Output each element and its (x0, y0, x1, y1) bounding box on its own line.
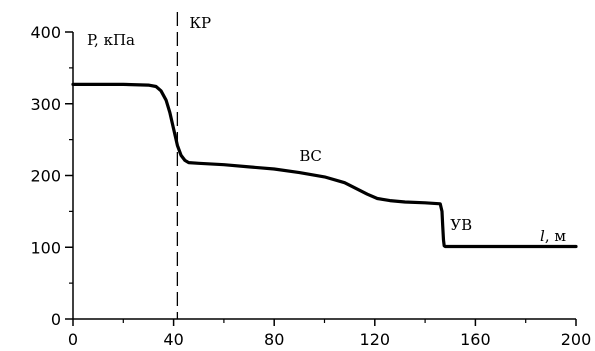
annotation-label: ВС (299, 147, 322, 165)
annotation-label: УВ (450, 216, 472, 234)
y-tick-label: 200 (30, 167, 61, 186)
x-tick-label: 0 (68, 330, 78, 349)
x-ticks: 0 40 80 120 160 200 (68, 319, 591, 349)
x-tick-label: 200 (561, 330, 592, 349)
reference-lines: КР (176, 12, 211, 319)
x-tick-label: 160 (460, 330, 491, 349)
series-group (71, 82, 578, 249)
annotations: ВС УВ (299, 147, 472, 234)
y-tick-label: 300 (30, 95, 61, 114)
x-tick-label: 80 (264, 330, 284, 349)
x-tick-label: 120 (360, 330, 391, 349)
reference-line-label: КР (189, 14, 211, 32)
y-axis-label: P, кПа (87, 31, 135, 49)
y-tick-label: 100 (30, 238, 61, 257)
x-axis-label-var: l (540, 227, 545, 245)
y-tick-label: 0 (51, 310, 61, 329)
x-axis-label: l, м (540, 227, 566, 245)
x-tick-label: 40 (163, 330, 183, 349)
y-tick-label: 400 (30, 23, 61, 42)
axes: 0 40 80 120 160 200 0 100 200 300 400 (30, 23, 591, 349)
x-axis-label-unit: , м (545, 227, 567, 245)
pressure-series-line (71, 82, 578, 249)
y-ticks: 0 100 200 300 400 (30, 23, 73, 329)
